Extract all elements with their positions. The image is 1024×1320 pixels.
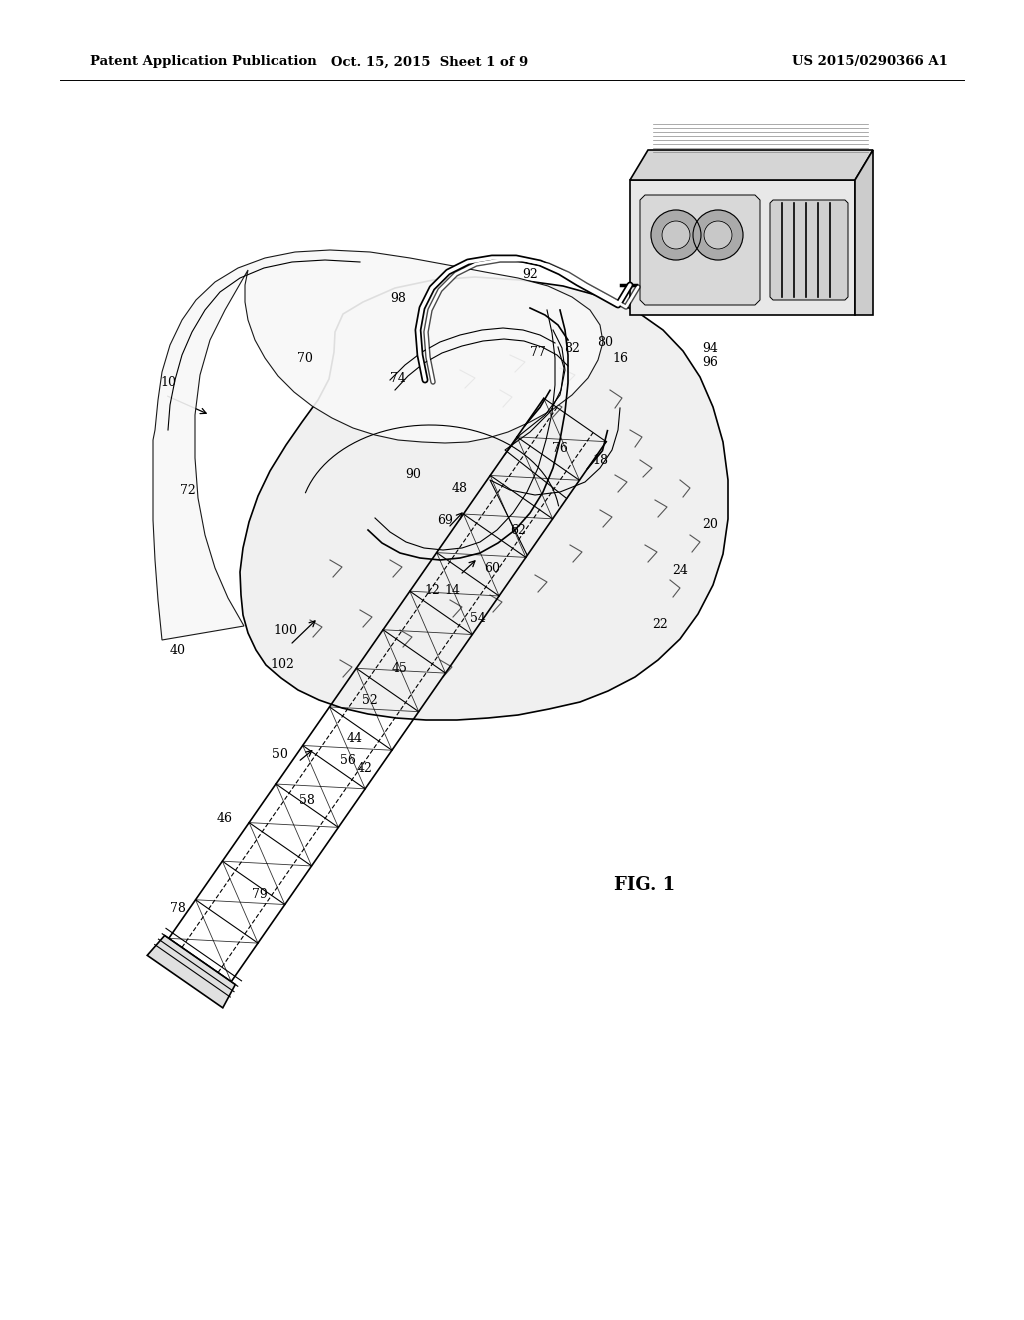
Text: 22: 22 bbox=[652, 619, 668, 631]
Text: 94: 94 bbox=[702, 342, 718, 355]
Circle shape bbox=[705, 220, 732, 249]
Text: 16: 16 bbox=[612, 351, 628, 364]
Text: 60: 60 bbox=[484, 561, 500, 574]
Text: 14: 14 bbox=[444, 583, 460, 597]
Text: 82: 82 bbox=[564, 342, 580, 355]
Polygon shape bbox=[630, 180, 855, 315]
Text: 70: 70 bbox=[297, 351, 313, 364]
Circle shape bbox=[662, 220, 690, 249]
Text: 102: 102 bbox=[270, 659, 294, 672]
Text: FIG. 1: FIG. 1 bbox=[614, 876, 676, 894]
Text: 44: 44 bbox=[347, 731, 362, 744]
Text: 45: 45 bbox=[392, 661, 408, 675]
Text: 18: 18 bbox=[592, 454, 608, 466]
Text: 69: 69 bbox=[437, 513, 453, 527]
Polygon shape bbox=[153, 249, 603, 640]
Polygon shape bbox=[630, 150, 873, 180]
Text: 56: 56 bbox=[340, 754, 356, 767]
Polygon shape bbox=[147, 936, 236, 1008]
Text: 12: 12 bbox=[424, 583, 440, 597]
Polygon shape bbox=[770, 201, 848, 300]
Text: 46: 46 bbox=[217, 812, 233, 825]
Text: 90: 90 bbox=[406, 469, 421, 482]
Circle shape bbox=[693, 210, 743, 260]
Text: 24: 24 bbox=[672, 564, 688, 577]
Text: 50: 50 bbox=[272, 748, 288, 762]
Text: 54: 54 bbox=[470, 611, 486, 624]
Text: Patent Application Publication: Patent Application Publication bbox=[90, 55, 316, 69]
Text: 100: 100 bbox=[273, 623, 297, 636]
Text: 80: 80 bbox=[597, 335, 613, 348]
Text: 42: 42 bbox=[357, 762, 373, 775]
Text: 79: 79 bbox=[252, 888, 268, 902]
Text: 77: 77 bbox=[530, 346, 546, 359]
Text: 58: 58 bbox=[299, 793, 315, 807]
Text: 20: 20 bbox=[702, 519, 718, 532]
Text: US 2015/0290366 A1: US 2015/0290366 A1 bbox=[792, 55, 948, 69]
Text: 74: 74 bbox=[390, 371, 406, 384]
Text: 40: 40 bbox=[170, 644, 186, 656]
Text: 78: 78 bbox=[170, 902, 186, 915]
Text: Oct. 15, 2015  Sheet 1 of 9: Oct. 15, 2015 Sheet 1 of 9 bbox=[332, 55, 528, 69]
Text: 92: 92 bbox=[522, 268, 538, 281]
Polygon shape bbox=[855, 150, 873, 315]
Circle shape bbox=[651, 210, 701, 260]
Text: 98: 98 bbox=[390, 292, 406, 305]
Text: 48: 48 bbox=[452, 482, 468, 495]
Text: 62: 62 bbox=[510, 524, 526, 536]
Text: 76: 76 bbox=[552, 441, 568, 454]
Text: 72: 72 bbox=[180, 483, 196, 496]
Text: 52: 52 bbox=[362, 693, 378, 706]
Text: 10: 10 bbox=[160, 375, 176, 388]
Text: 96: 96 bbox=[702, 355, 718, 368]
Polygon shape bbox=[640, 195, 760, 305]
Polygon shape bbox=[240, 277, 728, 719]
